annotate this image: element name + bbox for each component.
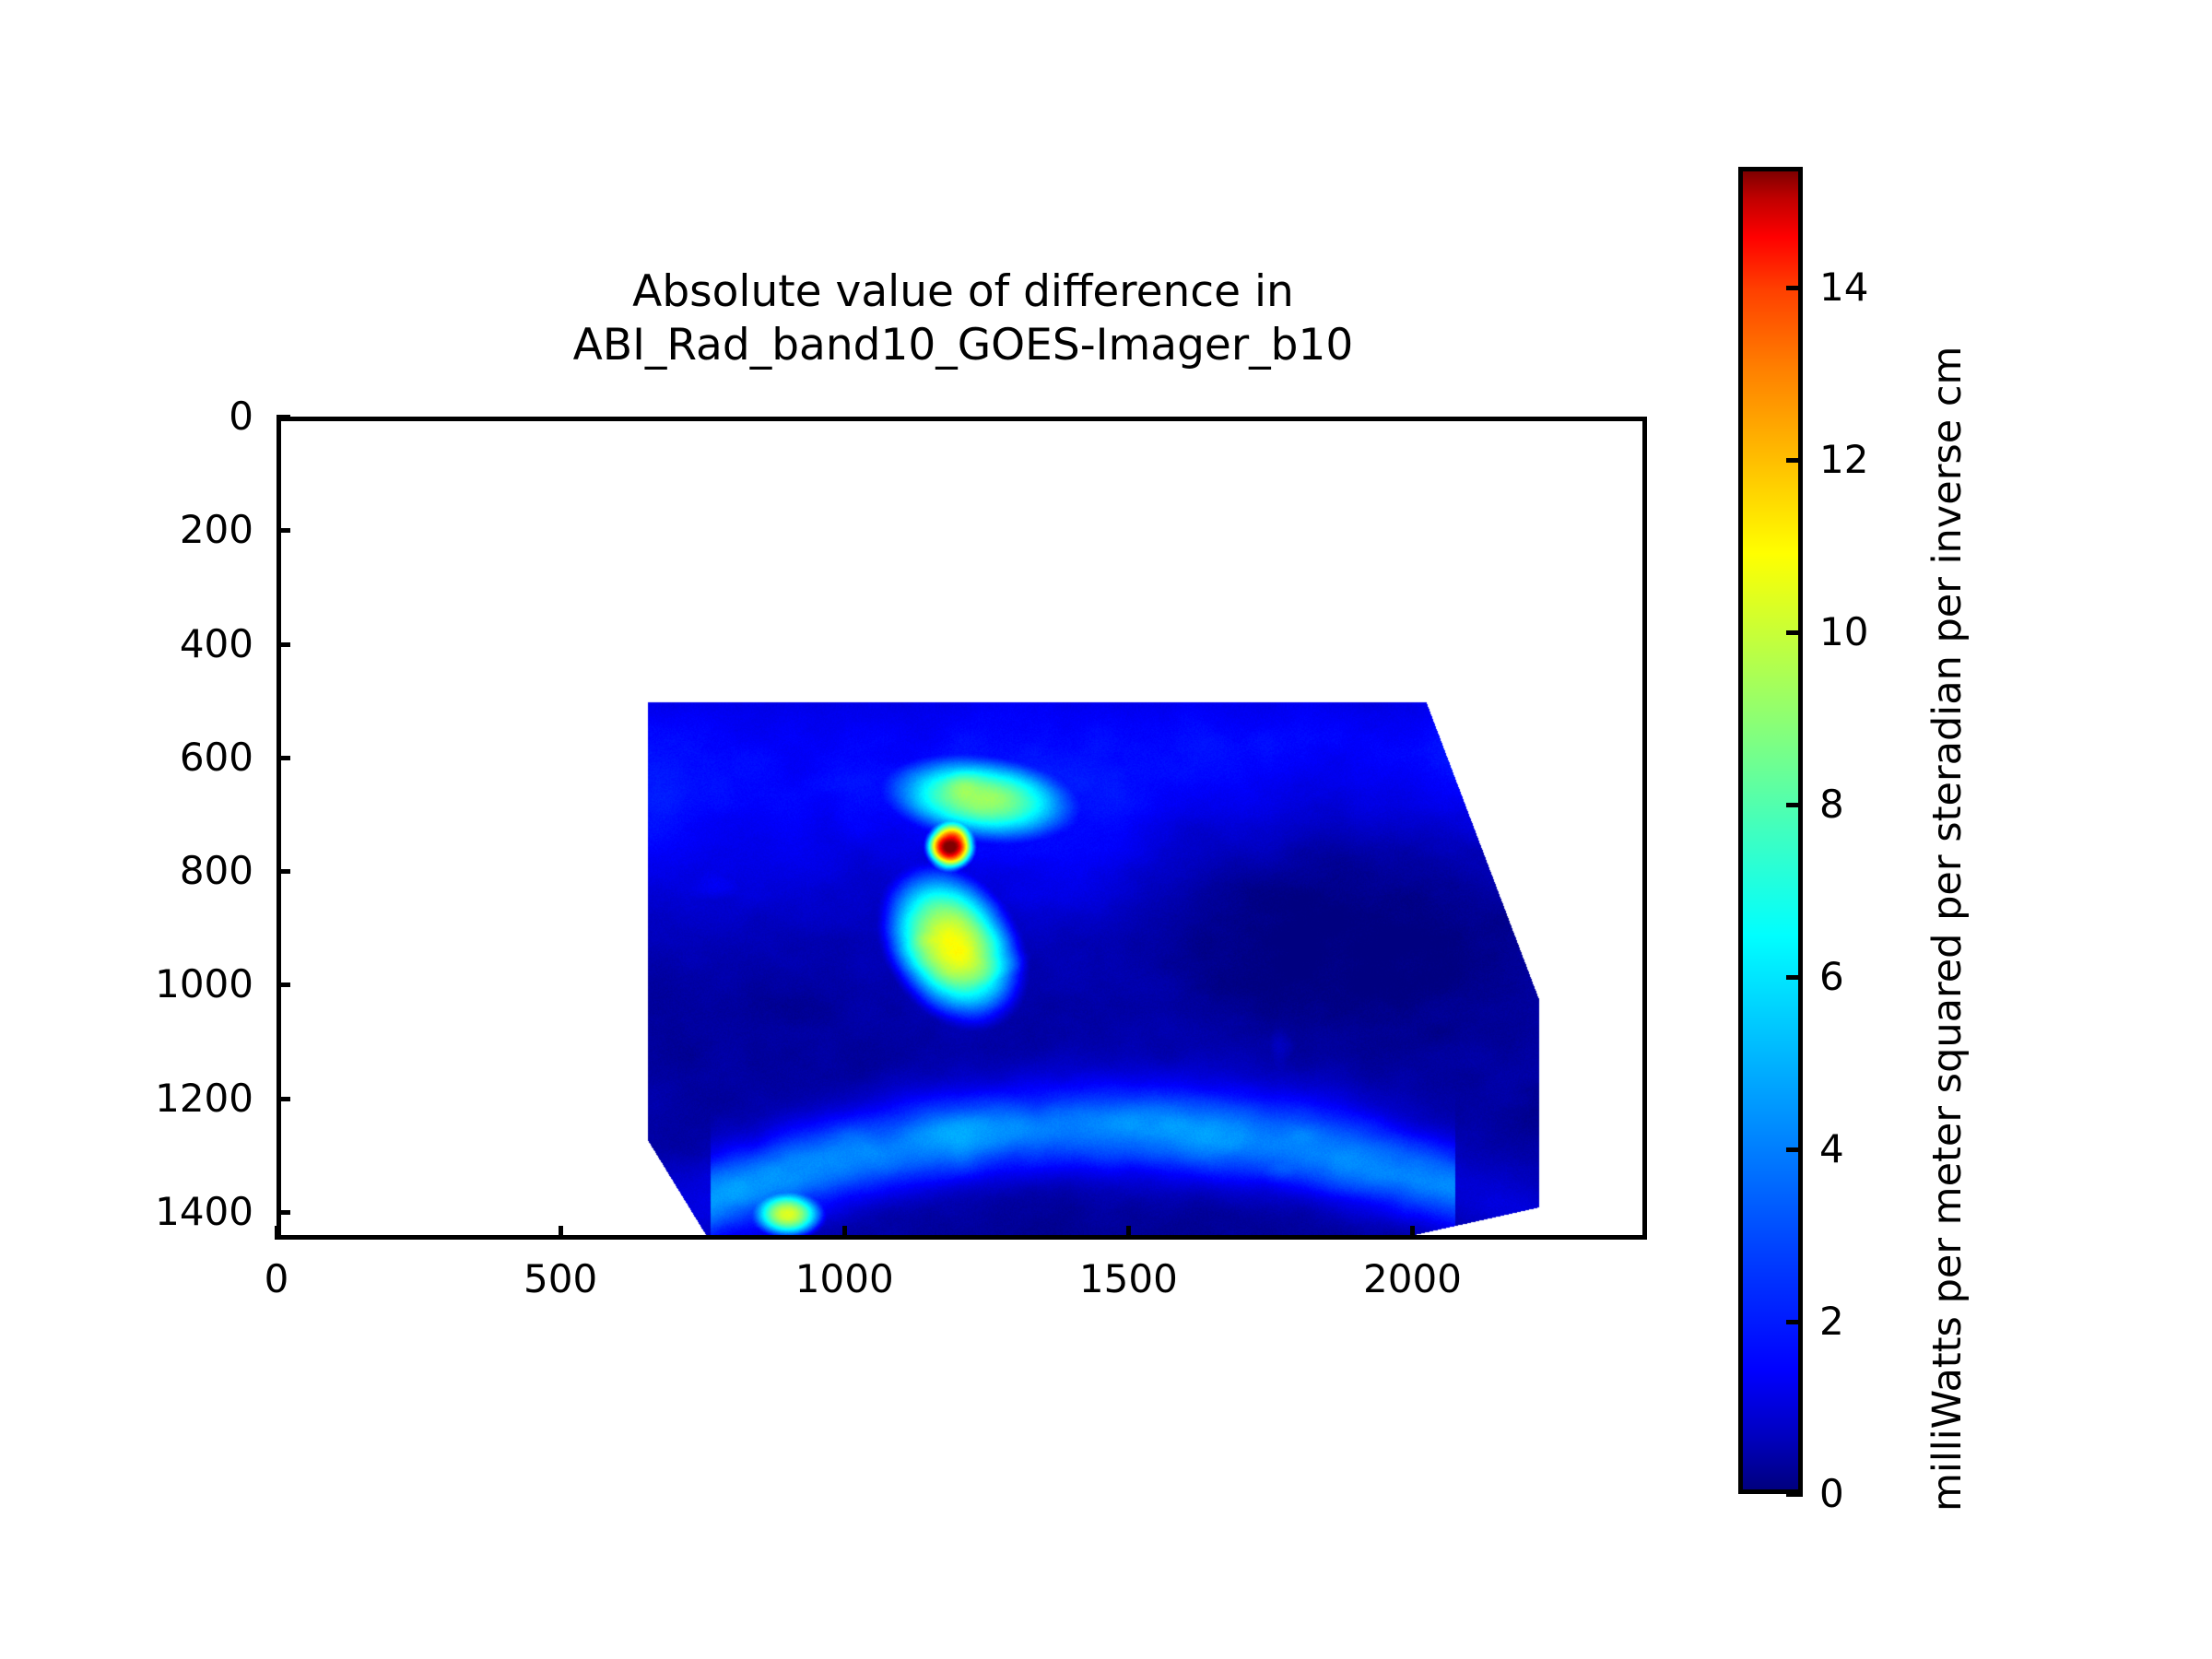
colorbar-tick-label: 10 [1819,608,1869,654]
y-tick-label: 800 [179,848,253,894]
y-tick-mark [276,869,290,875]
colorbar-tick-mark [1786,1147,1803,1152]
y-tick-label: 1400 [155,1188,253,1234]
page-title: Absolute value of difference in ABI_Rad_… [276,265,1650,372]
colorbar-tick-label: 6 [1819,953,1844,999]
y-tick-label: 600 [179,734,253,780]
x-tick-mark [1126,1226,1132,1240]
x-tick-label: 0 [264,1256,289,1301]
y-tick-mark [276,755,290,760]
x-tick-label: 2000 [1363,1256,1462,1301]
colorbar [1738,167,1803,1494]
colorbar-tick-label: 8 [1819,781,1844,827]
satellite-difference-heatmap [281,421,1642,1235]
y-tick-mark [276,982,290,988]
colorbar-tick-mark [1786,974,1803,980]
title-line-1: Absolute value of difference in [632,266,1294,317]
x-tick-label: 500 [524,1256,598,1301]
colorbar-tick-mark [1786,1492,1803,1497]
y-tick-label: 1200 [155,1075,253,1121]
y-tick-mark [276,415,290,419]
main-axes [276,417,1647,1240]
x-tick-label: 1000 [794,1256,894,1301]
colorbar-axis-label: milliWatts per meter squared per steradi… [1924,346,1971,1512]
y-tick-label: 1000 [155,961,253,1007]
x-tick-label: 1500 [1078,1256,1178,1301]
colorbar-tick-label: 0 [1819,1471,1844,1516]
title-line-2: ABI_Rad_band10_GOES-Imager_b10 [572,320,1354,371]
colorbar-tick-label: 2 [1819,1298,1844,1344]
y-tick-label: 400 [179,620,253,666]
y-tick-label: 200 [179,507,253,553]
x-tick-mark [1410,1226,1416,1240]
y-tick-mark [276,528,290,534]
colorbar-tick-mark [1786,457,1803,463]
x-tick-mark [275,1226,279,1240]
x-tick-mark [559,1226,564,1240]
y-tick-mark [276,1096,290,1101]
colorbar-tick-mark [1786,629,1803,635]
colorbar-tick-mark [1786,285,1803,290]
y-tick-mark [276,1209,290,1215]
colorbar-tick-mark [1786,1319,1803,1324]
y-tick-label: 0 [229,394,253,439]
x-tick-mark [842,1226,848,1240]
colorbar-tick-label: 12 [1819,436,1869,482]
colorbar-tick-label: 14 [1819,264,1869,310]
colorbar-tick-label: 4 [1819,1125,1844,1171]
y-tick-mark [276,641,290,647]
colorbar-tick-mark [1786,802,1803,807]
